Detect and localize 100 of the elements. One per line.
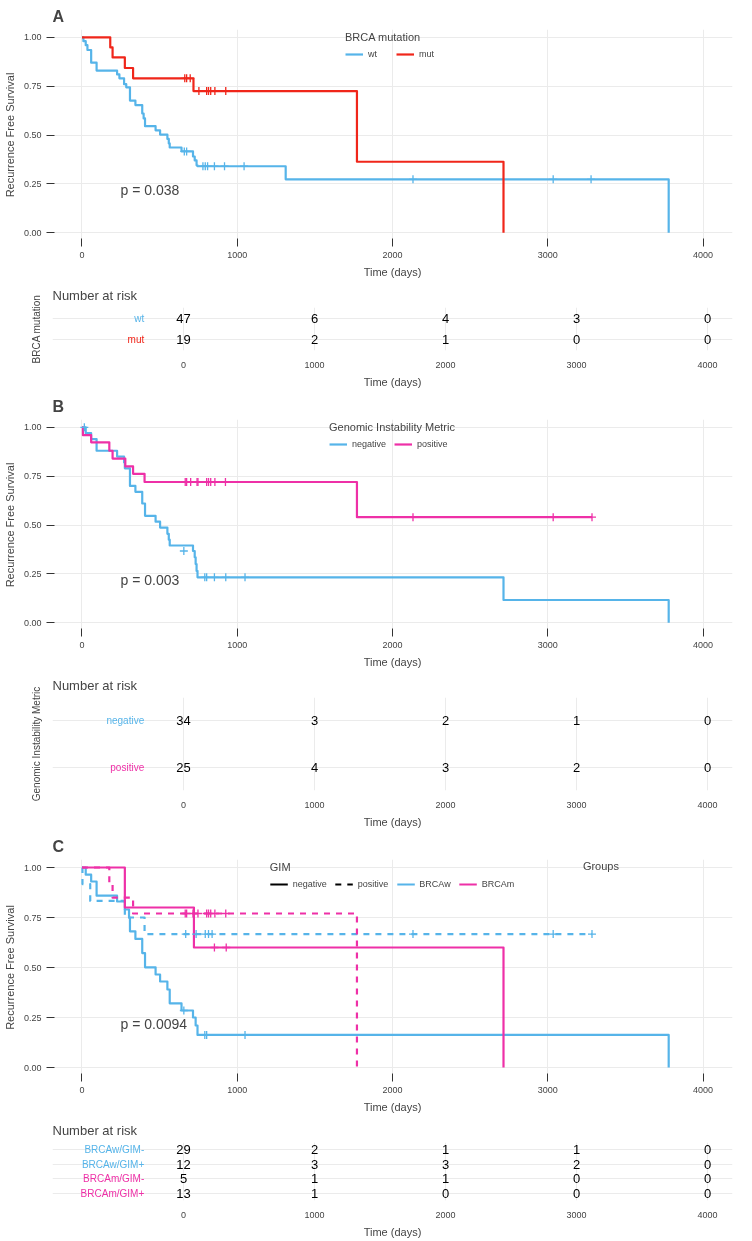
x-tick-label: 1000 bbox=[227, 249, 248, 260]
x-tick-label: 0 bbox=[181, 1209, 187, 1220]
data-label: 3 bbox=[310, 713, 319, 729]
x-tick-label: 0 bbox=[181, 799, 187, 810]
chart-title: Number at risk bbox=[52, 677, 138, 693]
y-tick-label: 0.75 bbox=[23, 912, 42, 923]
annotation: p = 0.0094 bbox=[120, 1016, 188, 1033]
y-tick-label: 0.75 bbox=[23, 81, 42, 92]
x-tick-label: 3000 bbox=[566, 799, 587, 810]
annotation: Groups bbox=[582, 860, 620, 873]
data-label: 1 bbox=[441, 332, 450, 348]
x-axis-title: Time (days) bbox=[363, 1100, 422, 1113]
data-label: 2 bbox=[310, 332, 319, 348]
annotation: p = 0.038 bbox=[120, 182, 180, 199]
data-label: 13 bbox=[176, 1185, 191, 1201]
data-label: 5 bbox=[179, 1171, 188, 1187]
x-tick-label: 0 bbox=[181, 359, 187, 370]
x-tick-label: 2000 bbox=[382, 249, 403, 260]
y-tick-label: 0.50 bbox=[23, 130, 42, 140]
x-tick-label: 2000 bbox=[382, 1084, 403, 1095]
data-label: 0 bbox=[572, 1171, 581, 1187]
data-label: 0 bbox=[703, 759, 712, 775]
x-tick-label: 2000 bbox=[435, 799, 456, 810]
data-label: 0 bbox=[703, 1156, 712, 1172]
y-tick-label: 0.00 bbox=[23, 617, 42, 628]
y-tick-label: 0.25 bbox=[23, 1012, 42, 1023]
data-label: 0 bbox=[703, 332, 712, 348]
data-label: 2 bbox=[441, 713, 450, 729]
data-label: 34 bbox=[176, 713, 191, 729]
data-label: 3 bbox=[310, 1156, 319, 1172]
y-axis-title: Recurrence Free Survival bbox=[3, 462, 16, 588]
legend-label: negative bbox=[352, 439, 387, 449]
y-tick-label: 1.00 bbox=[23, 32, 42, 43]
x-tick-label: 2000 bbox=[382, 639, 403, 650]
y-axis-title: BRCA mutation bbox=[30, 295, 42, 364]
legend-title: BRCA mutation bbox=[345, 31, 422, 43]
x-tick-label: 2000 bbox=[435, 1209, 456, 1220]
x-tick-label: 2000 bbox=[435, 359, 456, 370]
y-tick-label: 0.25 bbox=[23, 178, 42, 189]
x-tick-label: 1000 bbox=[304, 1209, 325, 1220]
data-label: 29 bbox=[176, 1142, 191, 1158]
x-tick-label: 1000 bbox=[304, 799, 325, 810]
legend-label: mut bbox=[419, 49, 435, 59]
chart-title: Number at risk bbox=[52, 1122, 138, 1138]
x-axis-title: Time (days) bbox=[363, 815, 422, 828]
x-tick-label: 4000 bbox=[697, 1209, 718, 1220]
legend-label: BRCAw bbox=[419, 879, 451, 889]
y-tick-label: BRCAw/GIM- bbox=[84, 1144, 145, 1156]
annotation: p = 0.003 bbox=[120, 572, 180, 589]
chart-title: C bbox=[52, 837, 65, 855]
y-tick-label: 0.50 bbox=[23, 520, 42, 530]
data-label: 1 bbox=[572, 1142, 581, 1158]
data-label: 47 bbox=[176, 310, 191, 326]
data-label: 0 bbox=[703, 1185, 712, 1201]
x-axis-title: Time (days) bbox=[363, 375, 422, 388]
x-tick-label: 3000 bbox=[537, 1084, 558, 1095]
legend-label: wt bbox=[368, 49, 378, 59]
x-tick-label: 4000 bbox=[697, 359, 718, 370]
y-tick-label: 1.00 bbox=[23, 422, 42, 433]
x-tick-label: 0 bbox=[79, 1084, 85, 1095]
legend-label: BRCAm bbox=[481, 879, 515, 889]
x-axis-title: Time (days) bbox=[363, 655, 422, 668]
legend-title: GIM bbox=[269, 861, 292, 873]
data-label: 3 bbox=[441, 759, 450, 775]
data-label: 2 bbox=[310, 1142, 319, 1158]
legend-label: negative bbox=[292, 879, 327, 889]
y-tick-label: 1.00 bbox=[23, 862, 42, 873]
chart-title: A bbox=[52, 7, 65, 25]
x-tick-label: 3000 bbox=[537, 639, 558, 650]
y-axis-title: Genomic Instability Metric bbox=[30, 686, 42, 802]
x-tick-label: 3000 bbox=[566, 359, 587, 370]
legend-label: positive bbox=[357, 879, 389, 889]
y-tick-label: negative bbox=[106, 715, 145, 727]
y-tick-label: BRCAm/GIM- bbox=[83, 1173, 145, 1185]
data-label: 2 bbox=[572, 759, 581, 775]
y-axis-title: Recurrence Free Survival bbox=[3, 72, 16, 198]
legend-title: Genomic Instability Metric bbox=[329, 421, 455, 433]
data-label: 0 bbox=[572, 1185, 581, 1201]
x-tick-label: 1000 bbox=[227, 639, 248, 650]
x-tick-label: 4000 bbox=[692, 249, 714, 260]
y-axis-title: Recurrence Free Survival bbox=[3, 905, 16, 1030]
x-axis-title: Time (days) bbox=[363, 1225, 422, 1238]
y-tick-label: 0.50 bbox=[23, 962, 42, 973]
x-tick-label: 3000 bbox=[566, 1209, 587, 1220]
y-tick-label: mut bbox=[127, 334, 145, 346]
x-tick-label: 3000 bbox=[537, 249, 558, 260]
data-label: 0 bbox=[572, 332, 581, 348]
data-label: 4 bbox=[441, 310, 450, 326]
x-tick-label: 0 bbox=[79, 639, 85, 650]
data-label: 0 bbox=[703, 713, 712, 729]
data-label: 4 bbox=[310, 759, 319, 775]
data-label: 1 bbox=[441, 1142, 450, 1158]
data-label: 0 bbox=[703, 1142, 712, 1158]
x-axis-title: Time (days) bbox=[363, 265, 422, 278]
legend-label: positive bbox=[417, 439, 448, 449]
data-label: 3 bbox=[441, 1156, 450, 1172]
data-label: 0 bbox=[703, 1171, 712, 1187]
data-label: 1 bbox=[572, 713, 581, 729]
data-label: 12 bbox=[176, 1156, 191, 1172]
y-tick-label: positive bbox=[110, 761, 145, 773]
